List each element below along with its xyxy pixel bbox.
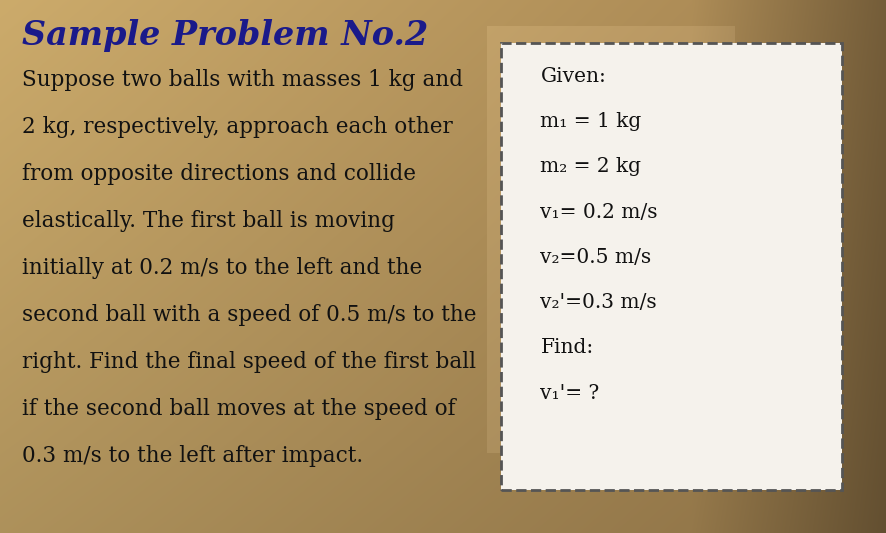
Bar — [501, 43, 842, 490]
Text: 0.3 m/s to the left after impact.: 0.3 m/s to the left after impact. — [22, 445, 363, 466]
Text: initially at 0.2 m/s to the left and the: initially at 0.2 m/s to the left and the — [22, 257, 423, 279]
Text: m₁ = 1 kg: m₁ = 1 kg — [540, 112, 641, 131]
Text: Find:: Find: — [540, 338, 594, 358]
Text: if the second ball moves at the speed of: if the second ball moves at the speed of — [22, 398, 455, 419]
Text: second ball with a speed of 0.5 m/s to the: second ball with a speed of 0.5 m/s to t… — [22, 304, 477, 326]
Bar — [501, 43, 842, 490]
Text: 2 kg, respectively, approach each other: 2 kg, respectively, approach each other — [22, 116, 453, 138]
Text: from opposite directions and collide: from opposite directions and collide — [22, 163, 416, 185]
Text: Given:: Given: — [540, 67, 606, 86]
Text: v₂'=0.3 m/s: v₂'=0.3 m/s — [540, 293, 657, 312]
Text: Suppose two balls with masses 1 kg and: Suppose two balls with masses 1 kg and — [22, 69, 463, 91]
Text: v₁'= ?: v₁'= ? — [540, 384, 600, 403]
Text: Sample Problem No.2: Sample Problem No.2 — [22, 19, 429, 52]
Text: v₂=0.5 m/s: v₂=0.5 m/s — [540, 248, 651, 267]
Text: v₁= 0.2 m/s: v₁= 0.2 m/s — [540, 203, 658, 222]
Text: right. Find the final speed of the first ball: right. Find the final speed of the first… — [22, 351, 476, 373]
Text: m₂ = 2 kg: m₂ = 2 kg — [540, 157, 641, 176]
Text: elastically. The first ball is moving: elastically. The first ball is moving — [22, 210, 395, 232]
